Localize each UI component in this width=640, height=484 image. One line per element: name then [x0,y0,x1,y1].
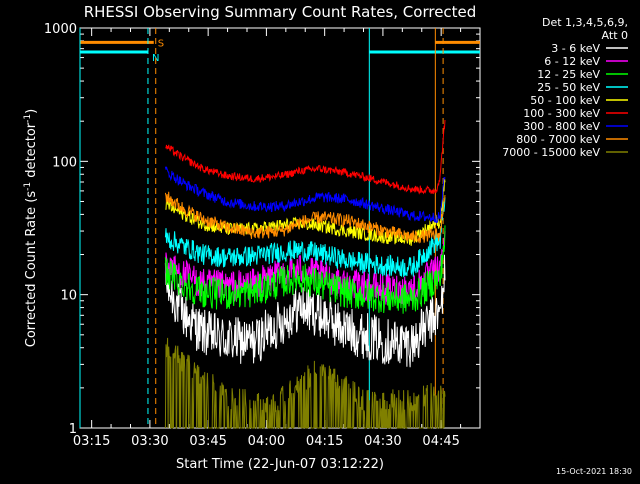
series-line-5 [165,119,446,195]
series-line-3 [164,197,446,278]
series-line-0 [164,254,446,368]
series-line-6 [164,166,446,223]
legend-header-line1: Det 1,3,4,5,6,9, [542,16,628,29]
x-tick-label: 03:45 [189,434,226,449]
y-tick-label: 10 [60,289,77,304]
x-tick-label: 03:30 [131,434,168,449]
x-tick-label: 04:00 [248,434,285,449]
y-tick-label: 1000 [44,22,77,37]
x-tick-label: 04:45 [422,434,459,449]
legend-item-label: 6 - 12 keV [544,55,600,68]
legend-item-label: 800 - 7000 keV [516,133,600,146]
series-lines [164,119,446,429]
x-tick-label: 04:30 [364,434,401,449]
legend-item-label: 7000 - 15000 keV [502,146,600,159]
legend-item-label: 25 - 50 keV [537,81,600,94]
y-axis-label-end: ) [24,109,39,114]
flag-label-S: S [158,38,164,49]
y-axis-label-sup1: -1 [23,182,33,191]
x-axis-label: Start Time (22-Jun-07 03:12:22) [176,457,384,472]
legend-item-label: 50 - 100 keV [530,94,600,107]
y-axis-label-mid: detector [24,122,39,182]
y-axis-label-main: Corrected Count Rate (s [24,191,39,348]
footer-timestamp: 15-Oct-2021 18:30 [556,467,632,476]
x-tick-label: 03:15 [73,434,110,449]
chart-title: RHESSI Observing Summary Count Rates, Co… [84,3,477,21]
legend-item-label: 12 - 25 keV [537,68,600,81]
vertical-markers [79,28,444,428]
y-tick-label: 1 [69,422,77,437]
legend-header-line2: Att 0 [602,29,628,42]
y-axis-ticks: 1 10 100 1000 [44,22,480,437]
legend-item-label: 100 - 300 keV [523,107,600,120]
legend-item-label: 300 - 800 keV [523,120,600,133]
legend-item-label: 3 - 6 keV [551,42,600,55]
series-line-7 [164,191,446,244]
series-line-8 [164,337,446,429]
plot-area: 03:15 03:30 03:45 04:00 04:15 04:30 04:45 1101… [44,22,481,449]
flag-segments: SN [80,38,480,64]
x-tick-label: 04:15 [306,434,343,449]
y-axis-label: Corrected Count Rate (s-1 detector-1) [23,109,39,347]
series-line-2 [164,225,446,314]
y-tick-label: 100 [52,155,77,170]
y-axis-label-sup2: -1 [23,114,33,123]
